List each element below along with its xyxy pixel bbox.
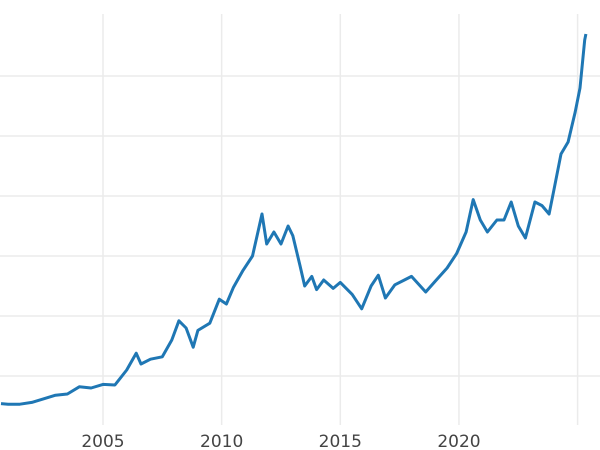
x-tick-label: 2010 [200, 432, 243, 450]
x-tick-label: 2005 [81, 432, 124, 450]
x-tick-label: 2020 [437, 432, 480, 450]
price-series-line [0, 33, 588, 406]
x-tick-label: 2015 [319, 432, 362, 450]
